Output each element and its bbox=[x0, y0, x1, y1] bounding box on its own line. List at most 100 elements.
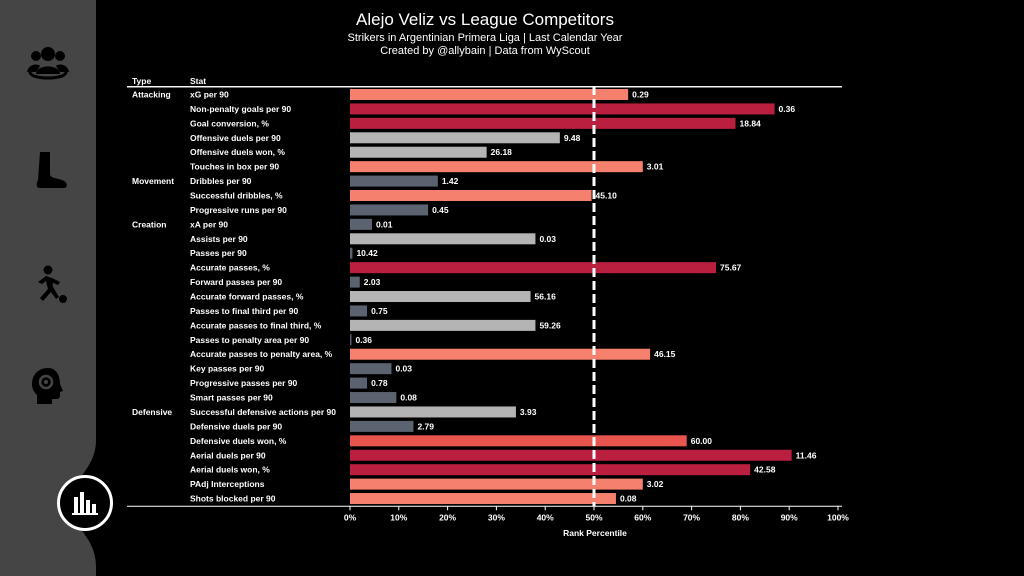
type-column-header: Type bbox=[132, 76, 151, 86]
group-label-creation: Creation bbox=[132, 219, 166, 229]
stat-bar bbox=[350, 377, 368, 389]
x-tick-label: 80% bbox=[732, 512, 749, 522]
sidebar bbox=[0, 0, 113, 576]
stat-label: Assists per 90 bbox=[190, 234, 248, 244]
stat-column-header: Stat bbox=[190, 76, 206, 86]
stat-bar bbox=[350, 478, 643, 490]
chart-rows: Attacking xG per 90 0.29 Non-penalty goals … bbox=[127, 86, 842, 507]
stat-value-label: 56.16 bbox=[535, 292, 557, 302]
stat-label: Accurate passes to final third, % bbox=[190, 320, 322, 330]
stat-label: Forward passes per 90 bbox=[190, 277, 282, 287]
stat-bar bbox=[350, 89, 629, 100]
stat-value-label: 0.29 bbox=[632, 90, 649, 100]
stat-label: Aerial duels won, % bbox=[190, 465, 270, 475]
x-tick-label: 100% bbox=[827, 512, 849, 522]
x-tick-label: 90% bbox=[781, 512, 798, 522]
stat-label: Key passes per 90 bbox=[190, 364, 264, 374]
group-label-movement: Movement bbox=[132, 176, 174, 186]
stat-label: Offensive duels won, % bbox=[190, 147, 285, 157]
stat-value-label: 0.08 bbox=[400, 393, 417, 403]
x-tick-label: 0% bbox=[344, 512, 357, 522]
stat-value-label: 1.42 bbox=[442, 176, 459, 186]
x-tick-label: 50% bbox=[585, 512, 602, 522]
stat-bar bbox=[350, 305, 368, 317]
stat-label: Passes to penalty area per 90 bbox=[190, 335, 309, 345]
stat-label: Progressive passes per 90 bbox=[190, 378, 298, 388]
stat-label: xA per 90 bbox=[190, 219, 228, 229]
x-tick-label: 70% bbox=[683, 512, 700, 522]
stat-value-label: 0.01 bbox=[376, 219, 393, 229]
chart-title: Alejo Veliz vs League Competitors bbox=[356, 10, 614, 29]
x-tick-label: 30% bbox=[488, 512, 505, 522]
stat-bar bbox=[350, 363, 392, 375]
stat-bar bbox=[350, 291, 531, 303]
x-tick-label: 60% bbox=[634, 512, 651, 522]
stat-value-label: 3.02 bbox=[647, 479, 664, 489]
stat-bar bbox=[350, 190, 592, 202]
stat-bar bbox=[350, 218, 372, 230]
stat-bar bbox=[350, 233, 536, 245]
stat-bar bbox=[350, 435, 687, 447]
stat-value-label: 11.46 bbox=[796, 450, 817, 460]
bar-chart-logo-icon[interactable] bbox=[57, 475, 113, 531]
stat-label: Touches in box per 90 bbox=[190, 162, 279, 172]
stat-bar bbox=[350, 449, 792, 461]
stat-label: Shots blocked per 90 bbox=[190, 494, 276, 504]
stat-label: Non-penalty goals per 90 bbox=[190, 104, 291, 114]
stat-bar bbox=[350, 132, 560, 144]
stat-label: Progressive runs per 90 bbox=[190, 205, 287, 215]
stat-bar bbox=[350, 392, 397, 404]
stat-bar bbox=[350, 406, 516, 418]
chart-credit: Created by @allybain | Data from WyScout bbox=[380, 45, 590, 57]
stat-label: Offensive duels per 90 bbox=[190, 133, 281, 143]
stat-bar bbox=[350, 161, 643, 173]
stat-bar bbox=[350, 175, 438, 187]
stat-label: Aerial duels per 90 bbox=[190, 450, 266, 460]
stat-value-label: 0.78 bbox=[371, 378, 388, 388]
player-kick-icon[interactable] bbox=[26, 262, 70, 306]
stat-value-label: 0.75 bbox=[371, 306, 388, 316]
stat-label: xG per 90 bbox=[190, 90, 229, 100]
stat-label: PAdj Interceptions bbox=[190, 479, 265, 489]
stat-label: Smart passes per 90 bbox=[190, 393, 273, 403]
stat-bar bbox=[350, 103, 775, 115]
stat-label: Passes per 90 bbox=[190, 248, 247, 258]
stat-value-label: 2.03 bbox=[364, 277, 381, 287]
stat-bar bbox=[350, 464, 751, 476]
stat-bar bbox=[350, 348, 651, 360]
stat-bar bbox=[350, 334, 352, 346]
stat-value-label: 26.18 bbox=[491, 147, 513, 157]
stat-value-label: 0.03 bbox=[395, 364, 412, 374]
stat-value-label: 0.03 bbox=[539, 234, 556, 244]
stat-value-label: 10.42 bbox=[356, 248, 378, 258]
stat-value-label: 0.36 bbox=[355, 335, 372, 345]
stat-bar bbox=[350, 117, 736, 129]
chart-subtitle: Strikers in Argentinian Primera Liga | L… bbox=[347, 32, 623, 44]
foot-icon[interactable] bbox=[26, 148, 70, 192]
stat-value-label: 75.67 bbox=[720, 263, 742, 273]
team-icon[interactable] bbox=[26, 38, 70, 82]
x-tick-label: 40% bbox=[537, 512, 554, 522]
brain-head-icon[interactable] bbox=[26, 364, 70, 408]
stat-bar bbox=[350, 276, 360, 288]
stat-bar bbox=[350, 319, 536, 331]
stat-label: Dribbles per 90 bbox=[190, 176, 252, 186]
stat-value-label: 0.36 bbox=[779, 104, 796, 114]
stat-label: Defensive duels per 90 bbox=[190, 421, 282, 431]
stat-value-label: 0.45 bbox=[432, 205, 449, 215]
stat-bar bbox=[350, 493, 616, 505]
x-tick-label: 20% bbox=[439, 512, 456, 522]
stat-value-label: 45.10 bbox=[596, 191, 618, 201]
stat-label: Accurate passes, % bbox=[190, 263, 270, 273]
stat-value-label: 46.15 bbox=[654, 349, 676, 359]
x-tick-label: 10% bbox=[390, 512, 407, 522]
stat-value-label: 2.79 bbox=[417, 421, 434, 431]
stat-value-label: 0.08 bbox=[620, 494, 637, 504]
stat-value-label: 60.00 bbox=[691, 436, 713, 446]
stat-label: Defensive duels won, % bbox=[190, 436, 287, 446]
group-label-defensive: Defensive bbox=[132, 407, 172, 417]
stat-bar bbox=[350, 204, 429, 216]
stat-value-label: 42.58 bbox=[754, 465, 776, 475]
stat-value-label: 3.01 bbox=[647, 162, 664, 172]
